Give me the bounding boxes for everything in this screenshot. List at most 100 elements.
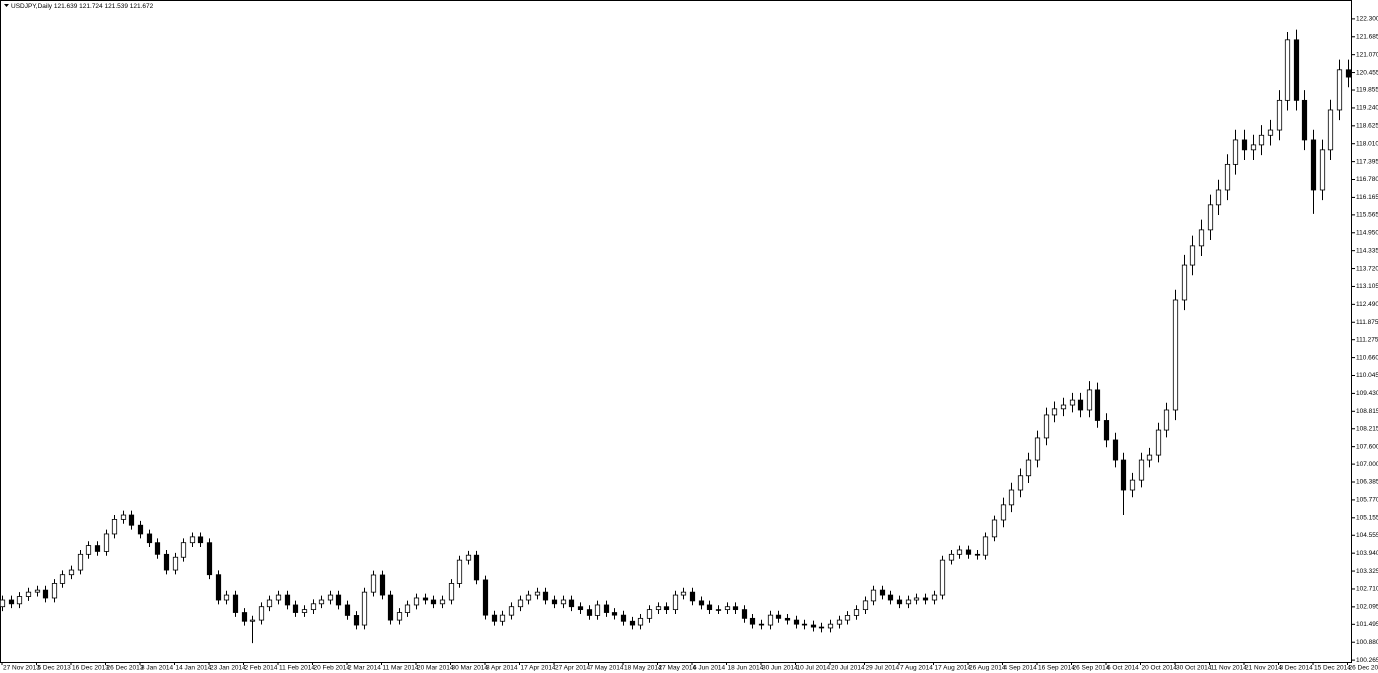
candle-body	[25, 591, 32, 597]
candle-body	[663, 606, 670, 611]
x-tick-label: 26 Aug 2014	[969, 665, 1006, 672]
candle-body	[284, 594, 291, 606]
candle-body	[223, 594, 230, 601]
candle-body	[318, 599, 325, 605]
candle-body	[672, 594, 679, 611]
candle-body	[1025, 459, 1032, 477]
candle-body	[249, 619, 256, 622]
candle-body	[784, 617, 791, 621]
candle-body	[1258, 134, 1265, 146]
candle-body	[793, 619, 800, 625]
y-tick-label: 111.275	[1356, 336, 1378, 343]
candle-body	[732, 606, 739, 611]
x-tick-label: 2 Mar 2014	[348, 665, 381, 672]
candle-body	[266, 599, 273, 608]
x-tick-label: 4 Sep 2014	[1004, 665, 1038, 672]
y-tick-label: 121.070	[1356, 51, 1378, 58]
candle-body	[241, 612, 248, 622]
y-tick-label: 100.265	[1356, 657, 1378, 664]
candle-body	[180, 542, 187, 558]
candle-body	[767, 614, 774, 626]
candle-body	[749, 617, 756, 625]
candle-body	[1069, 399, 1076, 406]
y-tick-label: 119.855	[1356, 87, 1378, 94]
candle-body	[396, 612, 403, 621]
x-tick-label: 26 Sep 2014	[1073, 665, 1110, 672]
candle-body	[1163, 409, 1170, 431]
candle-body	[741, 609, 748, 619]
candle-body	[59, 574, 66, 584]
candle-body	[344, 604, 351, 616]
candle-body	[1310, 139, 1317, 191]
candle-body	[896, 599, 903, 605]
y-tick-label: 107.000	[1356, 461, 1378, 468]
candle-body	[1241, 139, 1248, 151]
candle-body	[154, 542, 161, 555]
y-tick-label: 102.095	[1356, 604, 1378, 611]
candle-body	[818, 626, 825, 629]
y-tick-label: 118.625	[1356, 123, 1378, 130]
candle-body	[1293, 39, 1300, 101]
y-tick-label: 105.770	[1356, 497, 1378, 504]
candle-body	[974, 553, 981, 556]
x-tick-label: 8 Apr 2014	[486, 665, 518, 672]
candle-body	[1086, 389, 1093, 411]
x-tick-label: 16 Dec 2013	[72, 665, 109, 672]
candle-body	[1267, 129, 1274, 136]
candle-body	[551, 599, 558, 605]
candle-body	[1327, 109, 1334, 151]
candle-body	[680, 591, 687, 596]
y-tick-label: 106.385	[1356, 479, 1378, 486]
candle-body	[473, 554, 480, 581]
x-tick-label: 11 Nov 2014	[1211, 665, 1248, 672]
candle-body	[353, 615, 360, 626]
x-tick-label: 3 Jan 2014	[141, 665, 174, 672]
candle-body	[232, 594, 239, 613]
candle-body	[922, 597, 929, 601]
x-tick-label: 20 Jul 2014	[831, 665, 865, 672]
candle-body	[1250, 144, 1257, 151]
menu-icon[interactable]	[4, 4, 9, 7]
x-tick-label: 21 Nov 2014	[1245, 665, 1282, 672]
y-tick-label: 103.325	[1356, 568, 1378, 575]
candle-body	[965, 549, 972, 555]
candle-body	[1138, 459, 1145, 481]
candle-body	[146, 533, 153, 544]
candle-body	[1198, 229, 1205, 247]
x-tick-label: 16 Sep 2014	[1038, 665, 1075, 672]
y-tick-label: 102.710	[1356, 586, 1378, 593]
candle-body	[982, 536, 989, 556]
candle-body	[1112, 439, 1119, 461]
x-tick-label: 20 Feb 2014	[314, 665, 351, 672]
candle-body	[1207, 204, 1214, 231]
candle-body	[948, 553, 955, 561]
y-tick-label: 114.950	[1356, 229, 1378, 236]
candle-body	[1017, 475, 1024, 491]
candle-body	[870, 589, 877, 602]
x-tick-label: 27 May 2014	[659, 665, 697, 672]
candle-body	[387, 594, 394, 621]
candle-body	[94, 545, 101, 552]
candle-body	[456, 559, 463, 584]
candle-body	[991, 519, 998, 538]
candle-body	[404, 604, 411, 613]
x-tick-label: 20 Mar 2014	[417, 665, 454, 672]
candle-body	[1181, 264, 1188, 301]
candle-body	[1000, 504, 1007, 521]
x-tick-label: 27 Apr 2014	[555, 665, 590, 672]
x-tick-label: 11 Mar 2014	[383, 665, 419, 672]
candle-body	[887, 594, 894, 601]
y-tick-label: 114.335	[1356, 247, 1378, 254]
candle-body	[1146, 454, 1153, 461]
x-tick-label: 17 Apr 2014	[521, 665, 556, 672]
y-tick-label: 103.940	[1356, 550, 1378, 557]
candle-body	[1008, 489, 1015, 506]
y-tick-label: 108.215	[1356, 425, 1378, 432]
candle-body	[1077, 399, 1084, 411]
candle-body	[206, 542, 213, 576]
candle-body	[430, 599, 437, 605]
candle-body	[111, 519, 118, 535]
candle-body	[827, 623, 834, 629]
y-tick-label: 116.780	[1356, 176, 1378, 183]
